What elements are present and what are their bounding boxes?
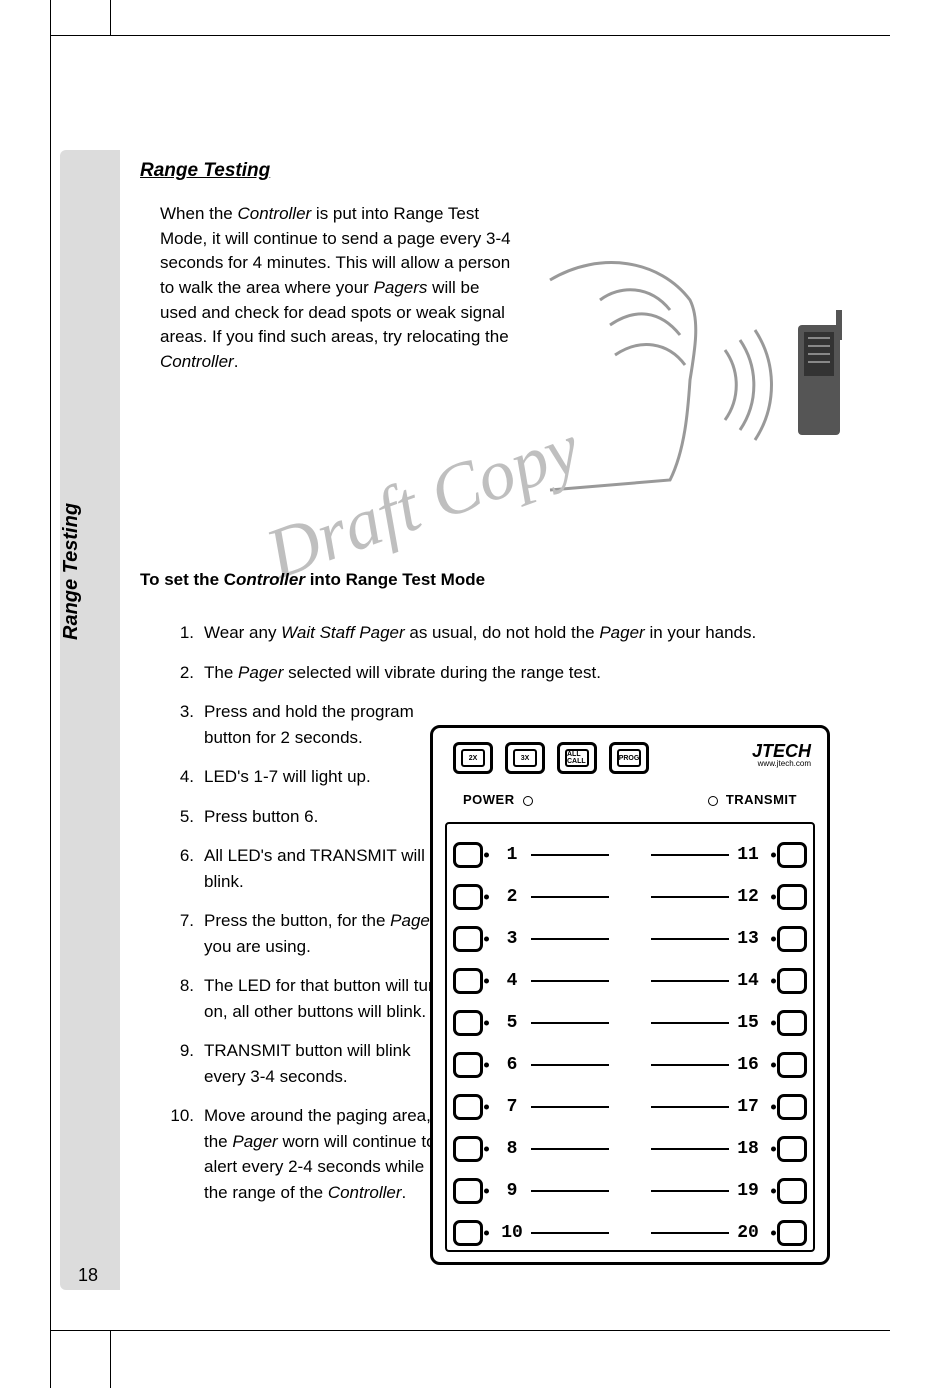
pager-button[interactable] xyxy=(453,842,483,868)
pager-button[interactable] xyxy=(777,1178,807,1204)
sub-heading: To set the Controller into Range Test Mo… xyxy=(140,570,485,590)
pager-row: 8 18 xyxy=(453,1128,807,1170)
transmit-led-icon xyxy=(708,796,718,806)
step-text: Press button 6. xyxy=(204,804,454,830)
signal-illustration xyxy=(540,230,860,510)
pager-button[interactable] xyxy=(777,1136,807,1162)
pager-number: 16 xyxy=(735,1055,761,1075)
device-logo: JTECH www.jtech.com xyxy=(752,742,811,768)
step-number: 7. xyxy=(160,908,194,959)
mode-button[interactable]: PROG xyxy=(609,742,649,774)
step-number: 1. xyxy=(160,620,194,646)
step-item: 1. Wear any Wait Staff Pager as usual, do… xyxy=(160,620,800,646)
step-item: 2. The Pager selected will vibrate during… xyxy=(160,660,800,686)
step-text: Wear any Wait Staff Pager as usual, do n… xyxy=(204,620,800,646)
step-number: 9. xyxy=(160,1038,194,1089)
pager-button[interactable] xyxy=(453,1178,483,1204)
pager-row: 2 12 xyxy=(453,876,807,918)
mode-button[interactable]: 2X xyxy=(453,742,493,774)
power-led-icon xyxy=(523,796,533,806)
mode-button[interactable]: ALL CALL xyxy=(557,742,597,774)
button-grid: 1112123134145156167178189191020 xyxy=(445,822,815,1252)
side-tab xyxy=(60,150,120,1290)
pager-button[interactable] xyxy=(453,1052,483,1078)
pager-button[interactable] xyxy=(777,1010,807,1036)
step-number: 2. xyxy=(160,660,194,686)
pager-number: 9 xyxy=(499,1181,525,1201)
pager-row: 10 20 xyxy=(453,1212,807,1254)
pager-number: 15 xyxy=(735,1013,761,1033)
step-text: TRANSMIT button will blink every 3-4 sec… xyxy=(204,1038,454,1089)
step-text: All LED's and TRANSMIT will blink. xyxy=(204,843,454,894)
pager-number: 2 xyxy=(499,887,525,907)
pager-row: 6 16 xyxy=(453,1044,807,1086)
power-label: POWER xyxy=(463,792,537,807)
status-row: POWER TRANSMIT xyxy=(433,792,827,807)
pager-number: 18 xyxy=(735,1139,761,1159)
section-title: Range Testing xyxy=(140,160,860,182)
side-label: Range Testing xyxy=(60,503,83,640)
pager-number: 10 xyxy=(499,1223,525,1243)
step-text: Press the button, for the Pager you are … xyxy=(204,908,454,959)
step-number: 6. xyxy=(160,843,194,894)
pager-button[interactable] xyxy=(777,1094,807,1120)
pager-button[interactable] xyxy=(453,926,483,952)
pager-button[interactable] xyxy=(453,1010,483,1036)
step-text: LED's 1-7 will light up. xyxy=(204,764,454,790)
pager-button[interactable] xyxy=(777,1220,807,1246)
step-number: 3. xyxy=(160,699,194,750)
page-number: 18 xyxy=(78,1265,98,1286)
pager-button[interactable] xyxy=(777,884,807,910)
pager-button[interactable] xyxy=(453,1220,483,1246)
step-text: Press and hold the program button for 2 … xyxy=(204,699,454,750)
step-number: 4. xyxy=(160,764,194,790)
pager-button[interactable] xyxy=(453,1136,483,1162)
pager-number: 5 xyxy=(499,1013,525,1033)
pager-number: 6 xyxy=(499,1055,525,1075)
pager-number: 17 xyxy=(735,1097,761,1117)
pager-number: 4 xyxy=(499,971,525,991)
bottom-rule xyxy=(50,1330,890,1331)
pager-row: 7 17 xyxy=(453,1086,807,1128)
pager-row: 4 14 xyxy=(453,960,807,1002)
pager-number: 11 xyxy=(735,845,761,865)
controller-device: 2X 3X ALL CALL PROG JTECH www.jtech.com POW… xyxy=(430,725,830,1265)
step-text: The Pager selected will vibrate during t… xyxy=(204,660,800,686)
pager-row: 9 19 xyxy=(453,1170,807,1212)
bottom-tick xyxy=(110,1330,111,1388)
pager-number: 19 xyxy=(735,1181,761,1201)
pager-button[interactable] xyxy=(777,1052,807,1078)
pager-row: 5 15 xyxy=(453,1002,807,1044)
step-number: 5. xyxy=(160,804,194,830)
step-number: 8. xyxy=(160,973,194,1024)
pager-number: 1 xyxy=(499,845,525,865)
step-number: 10. xyxy=(160,1103,194,1205)
mode-button[interactable]: 3X xyxy=(505,742,545,774)
pager-number: 3 xyxy=(499,929,525,949)
pager-row: 3 13 xyxy=(453,918,807,960)
pager-button[interactable] xyxy=(453,1094,483,1120)
pager-number: 13 xyxy=(735,929,761,949)
pager-number: 20 xyxy=(735,1223,761,1243)
pager-button[interactable] xyxy=(777,842,807,868)
step-text: Move around the paging area, the Pager w… xyxy=(204,1103,454,1205)
transmit-label: TRANSMIT xyxy=(704,792,797,807)
pager-button[interactable] xyxy=(453,884,483,910)
pager-row: 111 xyxy=(453,834,807,876)
top-button-row: 2X 3X ALL CALL PROG xyxy=(453,742,649,774)
pager-button[interactable] xyxy=(453,968,483,994)
pager-number: 14 xyxy=(735,971,761,991)
pager-number: 7 xyxy=(499,1097,525,1117)
device-frame: 2X 3X ALL CALL PROG JTECH www.jtech.com POW… xyxy=(430,725,830,1265)
intro-paragraph: When the Controller is put into Range Te… xyxy=(160,202,520,374)
pager-button[interactable] xyxy=(777,926,807,952)
pager-number: 12 xyxy=(735,887,761,907)
pager-number: 8 xyxy=(499,1139,525,1159)
pager-button[interactable] xyxy=(777,968,807,994)
step-text: The LED for that button will turn on, al… xyxy=(204,973,454,1024)
